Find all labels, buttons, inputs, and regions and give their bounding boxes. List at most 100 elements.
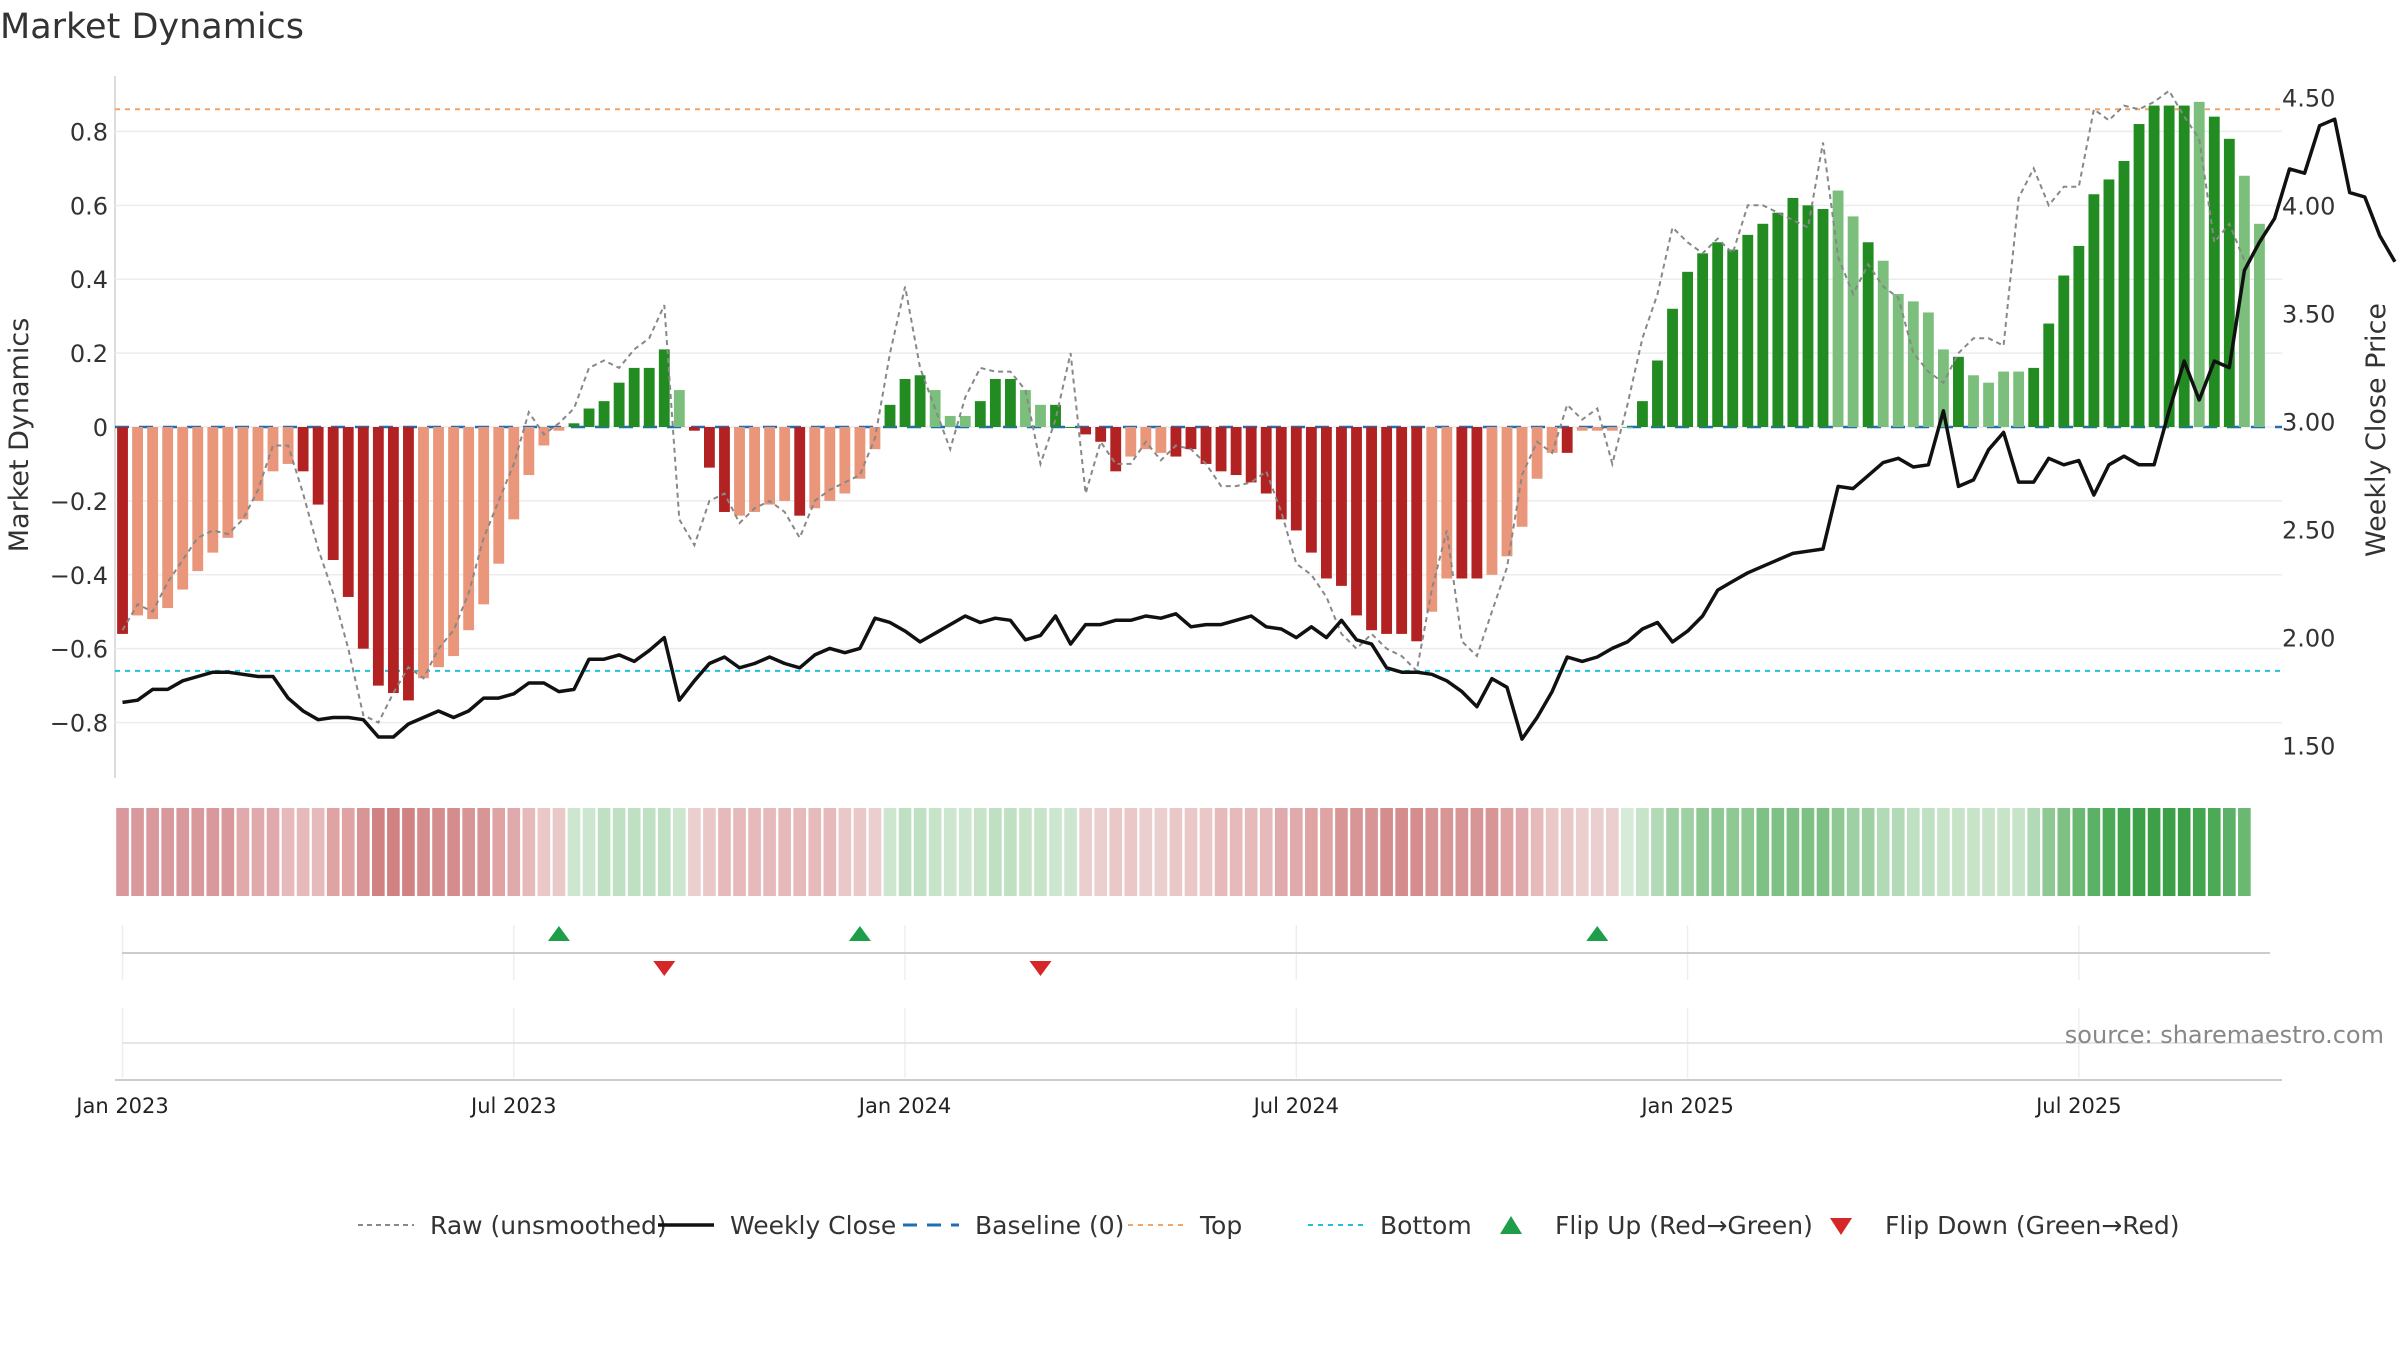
right-tick-label: 4.50 <box>2282 85 2335 113</box>
bar <box>1366 427 1377 631</box>
bar <box>1531 427 1543 479</box>
regime-cell <box>778 808 791 896</box>
regime-cell <box>1184 808 1198 896</box>
regime-cell <box>2147 808 2161 896</box>
bar <box>538 427 550 446</box>
regime-cell <box>2042 808 2056 896</box>
bar <box>839 427 851 494</box>
regime-cell <box>1485 808 1499 896</box>
bar <box>2163 105 2175 427</box>
bar <box>132 427 143 616</box>
regime-cell <box>823 808 837 896</box>
bar <box>1757 223 1769 427</box>
bar <box>177 427 189 590</box>
bar <box>809 427 821 509</box>
left-tick-label: 0.2 <box>70 340 108 368</box>
regime-cell <box>492 808 506 896</box>
regime-cell <box>1756 808 1770 896</box>
left-tick-label: 0.4 <box>70 266 108 294</box>
bar <box>222 427 234 538</box>
right-tick-label: 4.00 <box>2282 193 2335 221</box>
right-axis-ticks: 4.50 4.00 3.50 3.00 2.50 2.00 1.50 <box>2282 85 2335 761</box>
regime-cell <box>1786 808 1800 896</box>
regime-cell <box>1606 808 1619 896</box>
regime-cell <box>1967 808 1980 896</box>
bar <box>2088 194 2100 427</box>
bar <box>2148 105 2160 427</box>
regime-cell <box>1846 808 1860 896</box>
regime-cell <box>1651 808 1664 896</box>
regime-cell <box>1816 808 1830 896</box>
bar <box>1546 427 1558 453</box>
legend-label: Raw (unsmoothed) <box>430 1211 667 1240</box>
left-tick-label: −0.4 <box>50 562 108 590</box>
bar <box>764 427 776 505</box>
bar <box>147 427 159 620</box>
regime-cell <box>1139 808 1153 896</box>
bar <box>1155 427 1167 453</box>
regime-cell <box>161 808 174 896</box>
bar <box>583 408 595 427</box>
bar <box>1486 427 1498 575</box>
bar <box>1245 427 1257 483</box>
regime-cell <box>191 808 205 896</box>
bar <box>1426 427 1438 612</box>
regime-cell <box>2072 808 2086 896</box>
bar <box>1772 212 1784 427</box>
regime-cell <box>116 808 129 896</box>
bar <box>2238 175 2250 427</box>
right-tick-label: 3.00 <box>2282 409 2335 437</box>
bar <box>2043 323 2055 427</box>
regime-cell <box>176 808 190 896</box>
legend-label: Flip Down (Green→Red) <box>1885 1211 2180 1240</box>
bar <box>1697 253 1709 427</box>
bar <box>1637 401 1648 427</box>
regime-cell <box>1410 808 1424 896</box>
regime-cell <box>1380 808 1393 896</box>
regime-cell <box>958 808 972 896</box>
regime-cell <box>1259 808 1273 896</box>
flip-down-marker <box>1029 961 1052 976</box>
regime-cell <box>913 808 927 896</box>
regime-cell <box>928 808 942 896</box>
x-tick-label: Jul 2025 <box>2034 1094 2121 1118</box>
regime-cell <box>2207 808 2221 896</box>
bar <box>854 427 866 479</box>
regime-cell <box>131 808 144 896</box>
regime-cell <box>1726 808 1740 896</box>
regime-cell <box>1365 808 1378 896</box>
regime-cell <box>567 808 581 896</box>
regime-cell <box>597 808 611 896</box>
flip-up-marker <box>848 926 871 941</box>
regime-cell <box>1636 808 1649 896</box>
regime-cell <box>1335 808 1348 896</box>
bar <box>1561 427 1573 453</box>
bar <box>463 427 475 631</box>
regime-cell <box>838 808 852 896</box>
regime-cell <box>718 808 731 896</box>
bar <box>553 427 565 431</box>
regime-cell <box>1801 808 1815 896</box>
bar <box>1682 271 1693 427</box>
flip-up-marker <box>547 926 570 941</box>
regime-cell <box>748 808 761 896</box>
legend-label: Weekly Close <box>730 1211 896 1240</box>
bar <box>2254 223 2265 427</box>
bar <box>448 427 460 657</box>
bar <box>2073 245 2085 427</box>
regime-cell <box>281 808 295 896</box>
bar <box>1320 427 1332 579</box>
bar <box>598 401 610 427</box>
regime-cell <box>296 808 310 896</box>
regime-cell <box>2087 808 2101 896</box>
bar <box>1290 427 1302 531</box>
regime-cell <box>2027 808 2041 896</box>
regime-cell <box>1455 808 1469 896</box>
regime-cell <box>2012 808 2025 896</box>
regime-cell <box>552 808 566 896</box>
regime-cell <box>1425 808 1439 896</box>
regime-cell <box>627 808 641 896</box>
regime-cell <box>2162 808 2176 896</box>
regime-cell <box>236 808 250 896</box>
left-tick-label: −0.2 <box>50 488 108 516</box>
